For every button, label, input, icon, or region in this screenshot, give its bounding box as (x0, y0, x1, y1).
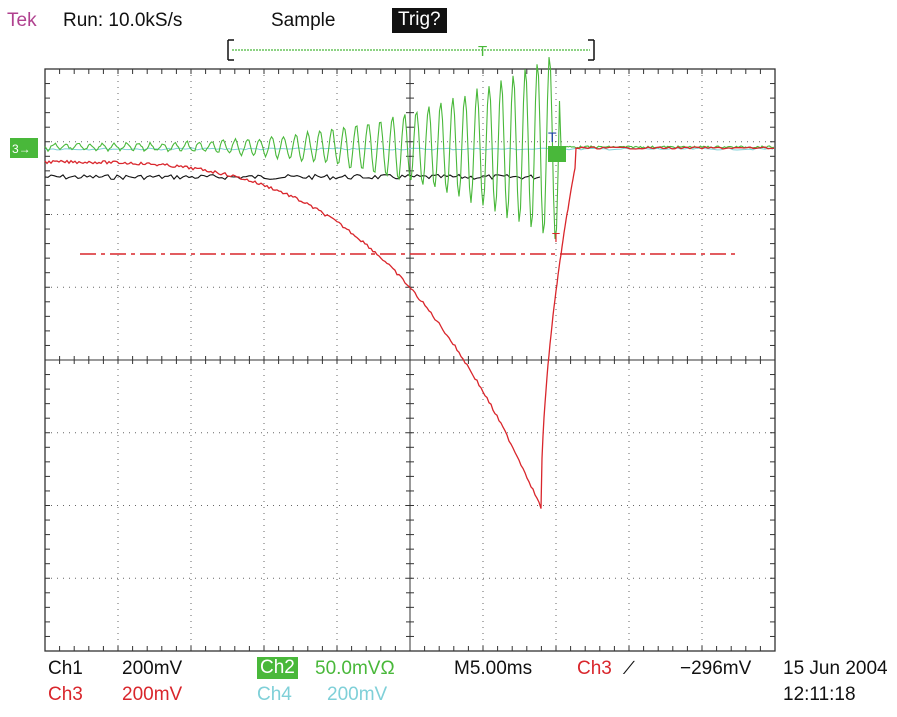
acquisition-mode: Sample (271, 10, 336, 31)
svg-text:3→: 3→ (12, 142, 31, 156)
timebase-readout: M5.00ms (454, 658, 533, 679)
ch2-label: Ch2 (257, 657, 298, 679)
ch2-scale: 50.0mVΩ (315, 658, 395, 679)
ch2-trace (44, 57, 775, 239)
trigger-position-marker: T (478, 43, 487, 60)
ch1-label: Ch1 (48, 658, 83, 679)
trigger-level: −296mV (680, 658, 752, 679)
record-position-bar: T (227, 39, 595, 61)
date-readout: 15 Jun 2004 (783, 658, 888, 679)
ch4-label: Ch4 (257, 684, 292, 705)
ch1-trace (44, 173, 541, 181)
trigger-status-badge: Trig? (392, 8, 447, 33)
ch3-label: Ch3 (48, 684, 83, 705)
time-readout: 12:11:18 (783, 684, 856, 705)
ch1-scale: 200mV (122, 658, 183, 679)
ch3-trace (44, 146, 775, 509)
ch3-trigger-marker: T T (548, 129, 566, 245)
svg-text:T: T (552, 230, 560, 245)
brand-label: Tek (7, 10, 37, 31)
trigger-source: Ch3 (577, 658, 612, 679)
ch3-scale: 200mV (122, 684, 183, 705)
graticule (44, 68, 776, 652)
run-status: Run: 10.0kS/s (63, 10, 183, 31)
trigger-slope-icon: ∕ (628, 658, 632, 679)
ch4-scale: 200mV (327, 684, 388, 705)
ch2-ground-marker: 3→ (10, 138, 38, 158)
svg-text:T: T (548, 129, 557, 145)
